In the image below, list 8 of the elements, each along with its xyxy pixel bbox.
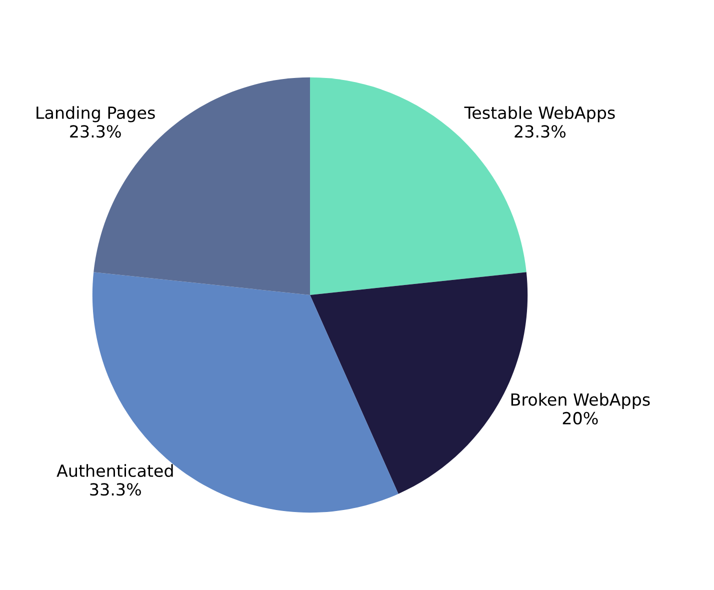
slice-label: Testable WebApps	[464, 106, 615, 122]
slice-label: Authenticated	[56, 464, 173, 478]
data-label: 23.3%	[70, 125, 121, 138]
data-label: 23.3%	[514, 125, 566, 138]
slice-label: Broken WebApps	[511, 392, 650, 410]
data-label: 20%	[562, 412, 598, 424]
slice-label: Landing Pages	[36, 106, 155, 122]
data-label: 33.3%	[90, 483, 141, 496]
